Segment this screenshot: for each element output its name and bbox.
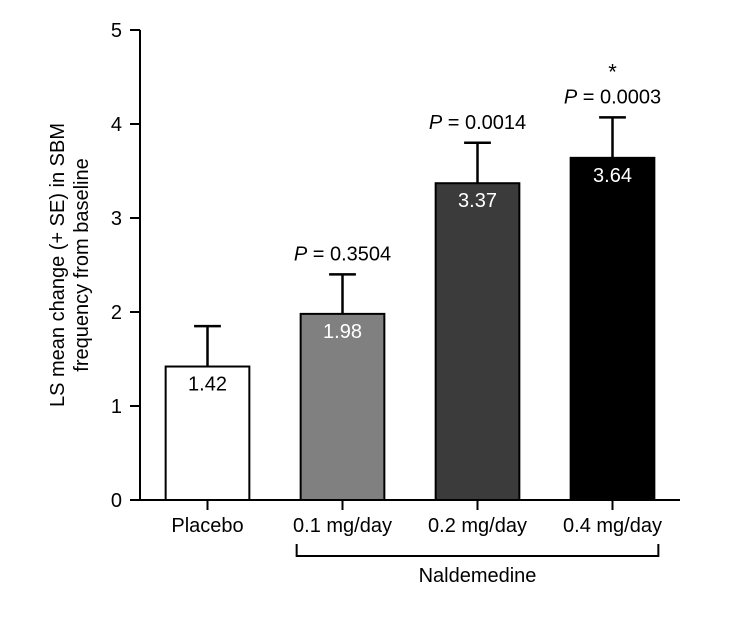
bar [571,158,655,500]
svg-text:LS mean change (+ SE) in SBM: LS mean change (+ SE) in SBM [47,123,69,407]
svg-text:frequency from baseline: frequency from baseline [71,158,93,371]
y-tick-label: 0 [111,490,122,512]
bar-value-label: 3.37 [458,190,497,212]
y-tick-label: 1 [111,396,122,418]
group-label: Naldemedine [419,565,537,587]
x-category-label: 0.1 mg/day [293,515,392,537]
x-category-label: Placebo [171,515,243,537]
p-value-label: P = 0.3504 [294,243,391,265]
x-category-label: 0.4 mg/day [563,515,662,537]
bar-value-label: 1.98 [323,321,362,343]
p-value-label: P = 0.0014 [429,112,526,134]
y-tick-label: 5 [111,20,122,42]
bar-chart: 0 1 2 3 4 5 LS mean change (+ SE) in SBMfreque… [0,0,740,622]
bar-value-label: 3.64 [593,165,632,187]
significance-star: * [608,59,617,84]
group-bracket [297,544,659,556]
y-tick-label: 2 [111,302,122,324]
y-axis-title: LS mean change (+ SE) in SBMfrequency fr… [47,123,93,407]
y-tick-label: 3 [111,208,122,230]
bar [436,183,520,500]
y-tick-label: 4 [111,114,122,136]
bar-value-label: 1.42 [188,374,227,396]
p-value-label: P = 0.0003 [564,86,661,108]
x-category-label: 0.2 mg/day [428,515,527,537]
